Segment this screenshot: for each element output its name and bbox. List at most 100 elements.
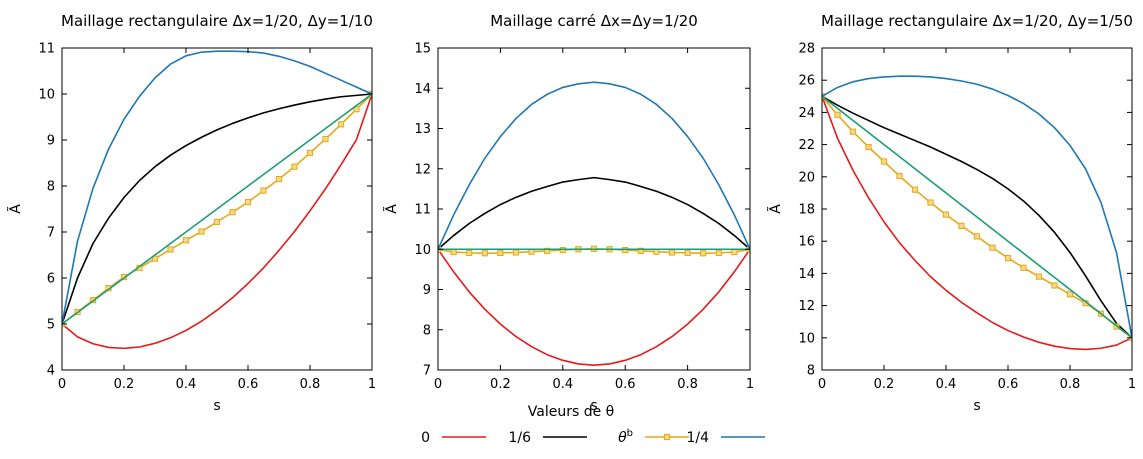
x-tick-label: 0.2 <box>114 377 135 392</box>
x-tick-label: 0.8 <box>677 377 698 392</box>
legend: Valeurs de θ 0 1/6 θb 1/4 <box>421 404 765 446</box>
data-point <box>622 246 629 254</box>
y-tick-label: 8 <box>423 323 431 338</box>
x-axis-label: s <box>213 398 220 414</box>
y-tick-label: 11 <box>38 42 55 57</box>
y-tick-label: 14 <box>414 82 431 97</box>
chart-title: Maillage rectangulaire Δx=1/20, Δy=1/10 <box>61 12 373 30</box>
y-tick-label: 7 <box>47 226 55 241</box>
chart-panel-3: Maillage rectangulaire Δx=1/20, Δy=1/50 0… <box>767 12 1136 414</box>
data-point <box>1066 291 1074 298</box>
x-tick-label: 0.6 <box>615 377 636 392</box>
y-tick-label: 18 <box>798 203 815 218</box>
data-point <box>244 199 252 206</box>
y-tick-label: 9 <box>47 134 55 149</box>
x-tick-label: 0.6 <box>998 377 1019 392</box>
y-tick-label: 16 <box>798 235 815 250</box>
y-tick-label: 28 <box>798 42 815 57</box>
data-point <box>481 250 488 257</box>
data-point <box>668 249 676 256</box>
series-group <box>822 75 1132 351</box>
y-axis-label: Ã <box>383 204 400 214</box>
data-point <box>337 121 345 128</box>
x-tick-label: 0.4 <box>936 377 957 392</box>
data-point <box>880 158 888 165</box>
data-point <box>182 237 190 244</box>
x-tick-label: 1 <box>368 377 376 392</box>
x-axis-label: s <box>590 398 597 414</box>
legend-entry: 0 <box>421 430 486 446</box>
data-point <box>700 250 707 257</box>
data-point <box>1035 273 1043 280</box>
data-point <box>958 222 965 230</box>
y-tick-label: 13 <box>414 122 431 137</box>
legend-title: Valeurs de θ <box>528 404 614 420</box>
data-point <box>834 111 841 118</box>
legend-entry-label: θb <box>618 428 633 446</box>
y-tick-label: 26 <box>798 74 815 89</box>
legend-entry-label: 0 <box>421 430 430 446</box>
series-line-0 <box>62 93 372 350</box>
series-line-1 <box>438 176 750 250</box>
y-tick-label: 24 <box>798 106 815 121</box>
series-group <box>438 81 750 366</box>
legend-entry: 1/6 <box>508 430 587 446</box>
data-point <box>151 255 159 262</box>
data-point <box>942 211 950 218</box>
y-tick-label: 14 <box>798 267 815 282</box>
y-tick-label: 22 <box>798 138 815 153</box>
y-axis-label: Ã <box>767 204 784 214</box>
y-tick-label: 12 <box>414 162 431 177</box>
data-point <box>559 246 566 254</box>
y-tick-label: 8 <box>807 364 815 379</box>
data-point <box>450 248 457 256</box>
y-tick-label: 10 <box>38 88 55 103</box>
y-tick-label: 10 <box>798 331 815 346</box>
x-tick-label: 0 <box>58 377 66 392</box>
data-point <box>544 247 551 254</box>
data-point <box>260 187 267 194</box>
plot-frame <box>61 47 373 371</box>
legend-marker <box>663 433 671 441</box>
y-tick-label: 12 <box>798 299 815 314</box>
legend-entry: 1/4 <box>686 430 765 446</box>
data-point <box>466 249 473 256</box>
series-line-1 <box>62 93 372 325</box>
data-point <box>275 176 283 183</box>
data-point <box>849 128 857 135</box>
x-tick-label: 0.2 <box>490 377 511 392</box>
data-point <box>167 246 174 253</box>
y-tick-label: 4 <box>47 364 55 379</box>
y-tick-label: 6 <box>47 272 55 287</box>
y-tick-label: 15 <box>414 42 431 57</box>
legend-entry-label: 1/6 <box>508 430 531 446</box>
x-tick-label: 0.2 <box>874 377 895 392</box>
y-tick-label: 9 <box>423 283 431 298</box>
data-point <box>989 244 996 251</box>
x-axis-label: s <box>973 398 980 414</box>
data-point <box>911 186 919 193</box>
data-point <box>927 199 934 206</box>
plots-group: Maillage rectangulaire Δx=1/20, Δy=1/10 0… <box>7 12 1136 414</box>
data-point <box>198 228 205 235</box>
series-line-4 <box>62 50 372 325</box>
data-point <box>1020 264 1027 271</box>
series-line-3 <box>62 93 372 325</box>
data-point <box>512 249 520 256</box>
y-tick-label: 11 <box>414 203 431 218</box>
y-axis-label: Ã <box>7 204 24 214</box>
data-point <box>291 163 298 170</box>
data-point <box>865 143 872 151</box>
chart-title: Maillage rectangulaire Δx=1/20, Δy=1/50 <box>821 12 1133 30</box>
data-point <box>896 172 903 180</box>
data-point <box>213 218 221 225</box>
legend-entries: 0 1/6 θb 1/4 <box>421 428 765 446</box>
series-line-1 <box>822 95 1132 339</box>
x-tick-label: 0.6 <box>238 377 259 392</box>
series-line-0 <box>438 248 750 366</box>
y-tick-label: 8 <box>47 180 55 195</box>
series-line-4 <box>438 81 750 250</box>
y-tick-label: 5 <box>47 318 55 333</box>
plot-frame <box>437 47 751 371</box>
legend-entry: θb <box>618 428 689 446</box>
